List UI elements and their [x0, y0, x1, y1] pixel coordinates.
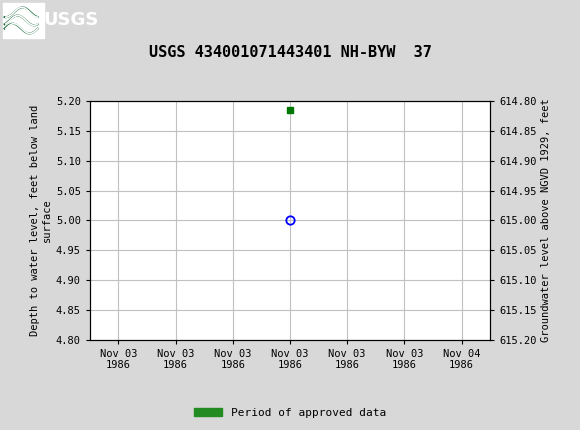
Y-axis label: Groundwater level above NGVD 1929, feet: Groundwater level above NGVD 1929, feet — [541, 98, 551, 342]
Text: USGS: USGS — [44, 12, 99, 29]
Legend: Period of approved data: Period of approved data — [190, 403, 390, 422]
Bar — [3, 3, 43, 37]
Text: USGS 434001071443401 NH-BYW  37: USGS 434001071443401 NH-BYW 37 — [148, 45, 432, 60]
Y-axis label: Depth to water level, feet below land
surface: Depth to water level, feet below land su… — [30, 105, 52, 336]
